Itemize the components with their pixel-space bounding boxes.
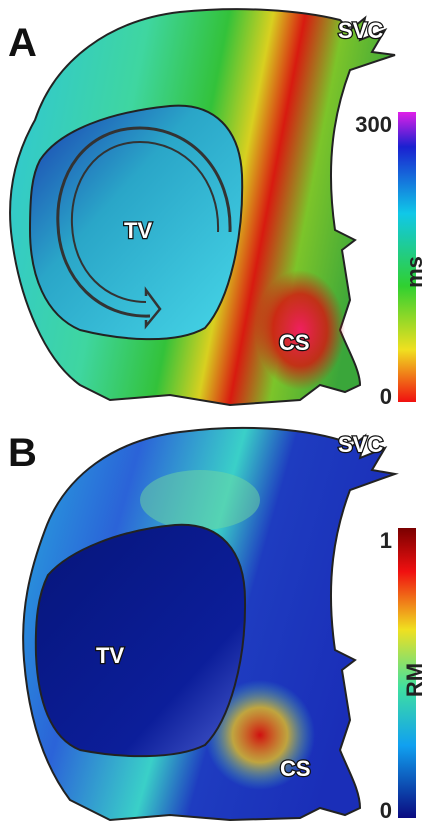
panel-label: A	[8, 21, 37, 65]
figure: A SVC TV CS 300 0 ms B SVC TV CS 1 0 RM	[0, 0, 443, 823]
valve-region	[36, 525, 245, 756]
tv-label: TV	[96, 643, 124, 668]
colorbar-min: 0	[380, 384, 392, 409]
colorbar-unit: ms	[402, 256, 427, 288]
svc-label: SVC	[338, 18, 383, 43]
panel-label: B	[8, 431, 37, 475]
colorbar-unit: RM	[402, 663, 427, 697]
cs-label: CS	[279, 330, 310, 355]
upper-hotspot	[140, 470, 260, 530]
colorbar-max: 1	[380, 528, 392, 553]
cs-label: CS	[280, 756, 311, 781]
tv-label: TV	[124, 218, 152, 243]
panel-b: B SVC TV CS 1 0 RM	[8, 428, 427, 823]
colorbar-min: 0	[380, 798, 392, 823]
colorbar-max: 300	[355, 112, 392, 137]
panel-a: A SVC TV CS 300 0 ms	[8, 9, 427, 409]
svc-label: SVC	[338, 432, 383, 457]
